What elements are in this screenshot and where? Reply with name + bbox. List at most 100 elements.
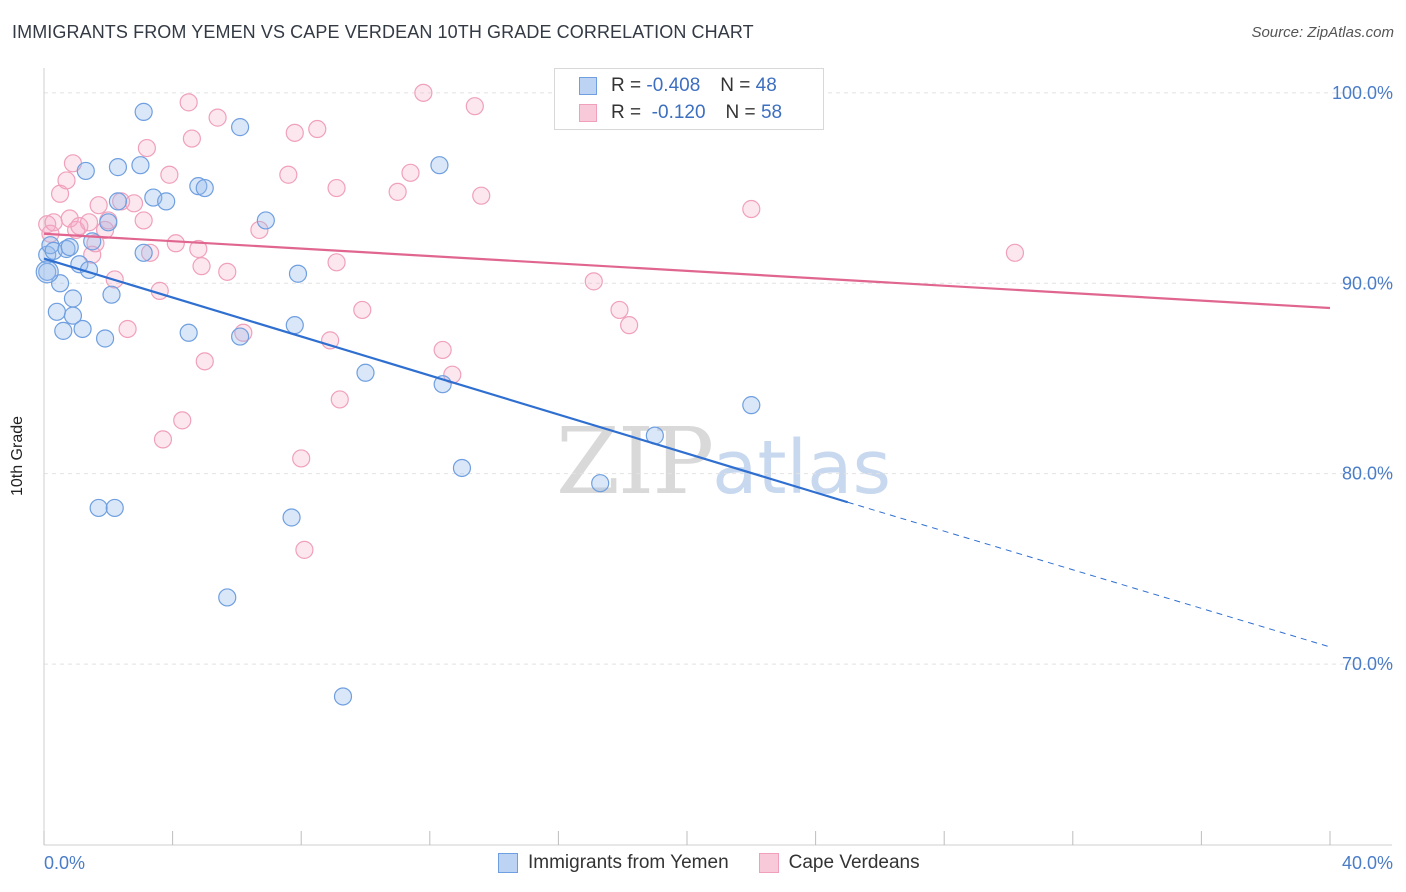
yemen-point xyxy=(63,306,83,325)
yemen-point xyxy=(231,327,250,346)
n-label: N = xyxy=(720,75,751,96)
yemen-point xyxy=(134,102,153,121)
stats-legend: R = -0.408 N = 48 R = -0.120 N = 58 xyxy=(554,68,824,130)
x-tick-label: 40.0% xyxy=(1342,853,1393,873)
cape-verdeans-point xyxy=(195,352,214,371)
yemen-point xyxy=(38,262,57,281)
chart-title: IMMIGRANTS FROM YEMEN VS CAPE VERDEAN 10… xyxy=(12,22,754,42)
cape-verdeans-point xyxy=(124,194,144,213)
n-label: N = xyxy=(725,102,756,123)
n-value-yemen: 48 xyxy=(755,75,777,96)
yemen-point xyxy=(35,260,59,284)
yemen-point xyxy=(288,264,308,283)
yemen-trend-extrapolation xyxy=(847,501,1331,648)
cape-verdeans-point xyxy=(433,340,452,360)
cape-verdeans-point xyxy=(401,163,420,182)
gridlines xyxy=(44,92,1392,665)
n-value-cape: 58 xyxy=(760,102,783,123)
yemen-point xyxy=(333,687,353,706)
r-value-yemen: -0.408 xyxy=(646,75,701,96)
cape-verdeans-point xyxy=(250,220,269,240)
y-tick-label: 100.0% xyxy=(1332,83,1393,103)
yemen-point xyxy=(285,316,304,335)
yemen-point xyxy=(134,243,153,262)
yemen-legend-swatch xyxy=(498,853,518,873)
cape-verdeans-trend-line xyxy=(43,232,1331,310)
stats-row-cape: R = -0.120 N = 58 xyxy=(579,101,782,125)
cape-verdeans-point xyxy=(134,211,153,230)
legend-label-yemen: Immigrants from Yemen xyxy=(528,852,729,873)
cape-verdeans-point xyxy=(388,182,407,201)
yemen-point xyxy=(105,498,124,518)
r-label: R = xyxy=(611,102,642,123)
yemen-point xyxy=(231,118,250,137)
yemen-point xyxy=(591,474,610,493)
cape-verdeans-point xyxy=(179,93,198,112)
cape-verdeans-point xyxy=(1005,243,1025,262)
watermark-zip: ZIP xyxy=(556,408,714,515)
cape-verdeans-point xyxy=(57,171,76,190)
cape-verdeans-point xyxy=(584,272,603,291)
yemen-point xyxy=(95,329,115,348)
legend-item-cape: Cape Verdeans xyxy=(758,852,920,874)
yemen-point xyxy=(57,239,76,259)
axes xyxy=(43,68,1392,846)
yemen-point xyxy=(256,211,275,230)
cape-verdeans-point xyxy=(83,245,102,264)
cape-legend-swatch xyxy=(758,853,779,873)
cape-verdeans-point xyxy=(38,215,57,234)
stats-row-yemen: R = -0.408 N = 48 xyxy=(579,74,777,98)
cape-verdeans-point xyxy=(327,253,346,272)
yemen-point xyxy=(108,158,128,177)
cape-verdeans-point xyxy=(327,178,346,198)
cape-verdeans-point xyxy=(610,300,629,320)
cape-verdeans-point xyxy=(208,108,227,127)
cape-verdeans-point xyxy=(620,316,639,335)
legend-label-cape: Cape Verdeans xyxy=(788,852,920,873)
cape-verdeans-point xyxy=(285,123,304,142)
chart-source: Source: ZipAtlas.com xyxy=(1251,24,1394,41)
cape-verdeans-point xyxy=(330,390,349,409)
cape-verdeans-point xyxy=(472,186,491,205)
yemen-point xyxy=(102,285,121,304)
cape-verdeans-point xyxy=(153,430,173,449)
cape-verdeans-point xyxy=(44,213,63,232)
cape-verdeans-point xyxy=(70,217,89,236)
cape-verdeans-point xyxy=(89,196,108,215)
trend-lines xyxy=(43,232,1331,648)
yemen-point xyxy=(157,192,176,211)
yemen-point xyxy=(63,289,83,308)
yemen-point xyxy=(60,237,79,257)
yemen-point xyxy=(742,396,761,415)
cape-verdeans-point xyxy=(173,411,192,430)
tick-labels: 100.0% 90.0% 80.0% 70.0% 0.0% 40.0% xyxy=(44,83,1393,873)
cape-verdeans-point xyxy=(292,449,311,468)
yemen-point xyxy=(73,319,92,339)
yemen-point xyxy=(356,363,375,382)
legend-item-yemen: Immigrants from Yemen xyxy=(498,852,729,874)
yemen-point xyxy=(54,321,73,340)
cape-verdeans-point xyxy=(79,213,99,232)
yemen-point xyxy=(195,178,214,198)
cape-verdeans-point xyxy=(742,199,761,219)
y-tick-label: 80.0% xyxy=(1342,464,1393,484)
yemen-point xyxy=(76,161,95,181)
series-legend: Immigrants from Yemen Cape Verdeans xyxy=(498,852,950,874)
cape-verdeans-point xyxy=(192,257,211,276)
yemen-point xyxy=(131,156,150,175)
cape-verdeans-point xyxy=(189,239,208,259)
yemen-point xyxy=(179,323,198,342)
y-tick-label: 90.0% xyxy=(1342,273,1393,293)
cape-verdeans-point xyxy=(160,165,179,184)
cape-verdeans-point xyxy=(308,119,327,139)
yemen-points xyxy=(35,102,761,706)
cape-verdeans-point xyxy=(465,97,484,116)
yemen-trend-line xyxy=(43,257,849,504)
r-label: R = xyxy=(611,75,642,96)
cape-verdeans-point xyxy=(414,83,433,102)
cape-verdeans-point xyxy=(137,138,156,158)
cape-verdeans-point xyxy=(182,129,201,148)
r-value-cape: -0.120 xyxy=(651,102,706,123)
yemen-point xyxy=(108,192,128,211)
cape-verdeans-point xyxy=(166,234,185,253)
